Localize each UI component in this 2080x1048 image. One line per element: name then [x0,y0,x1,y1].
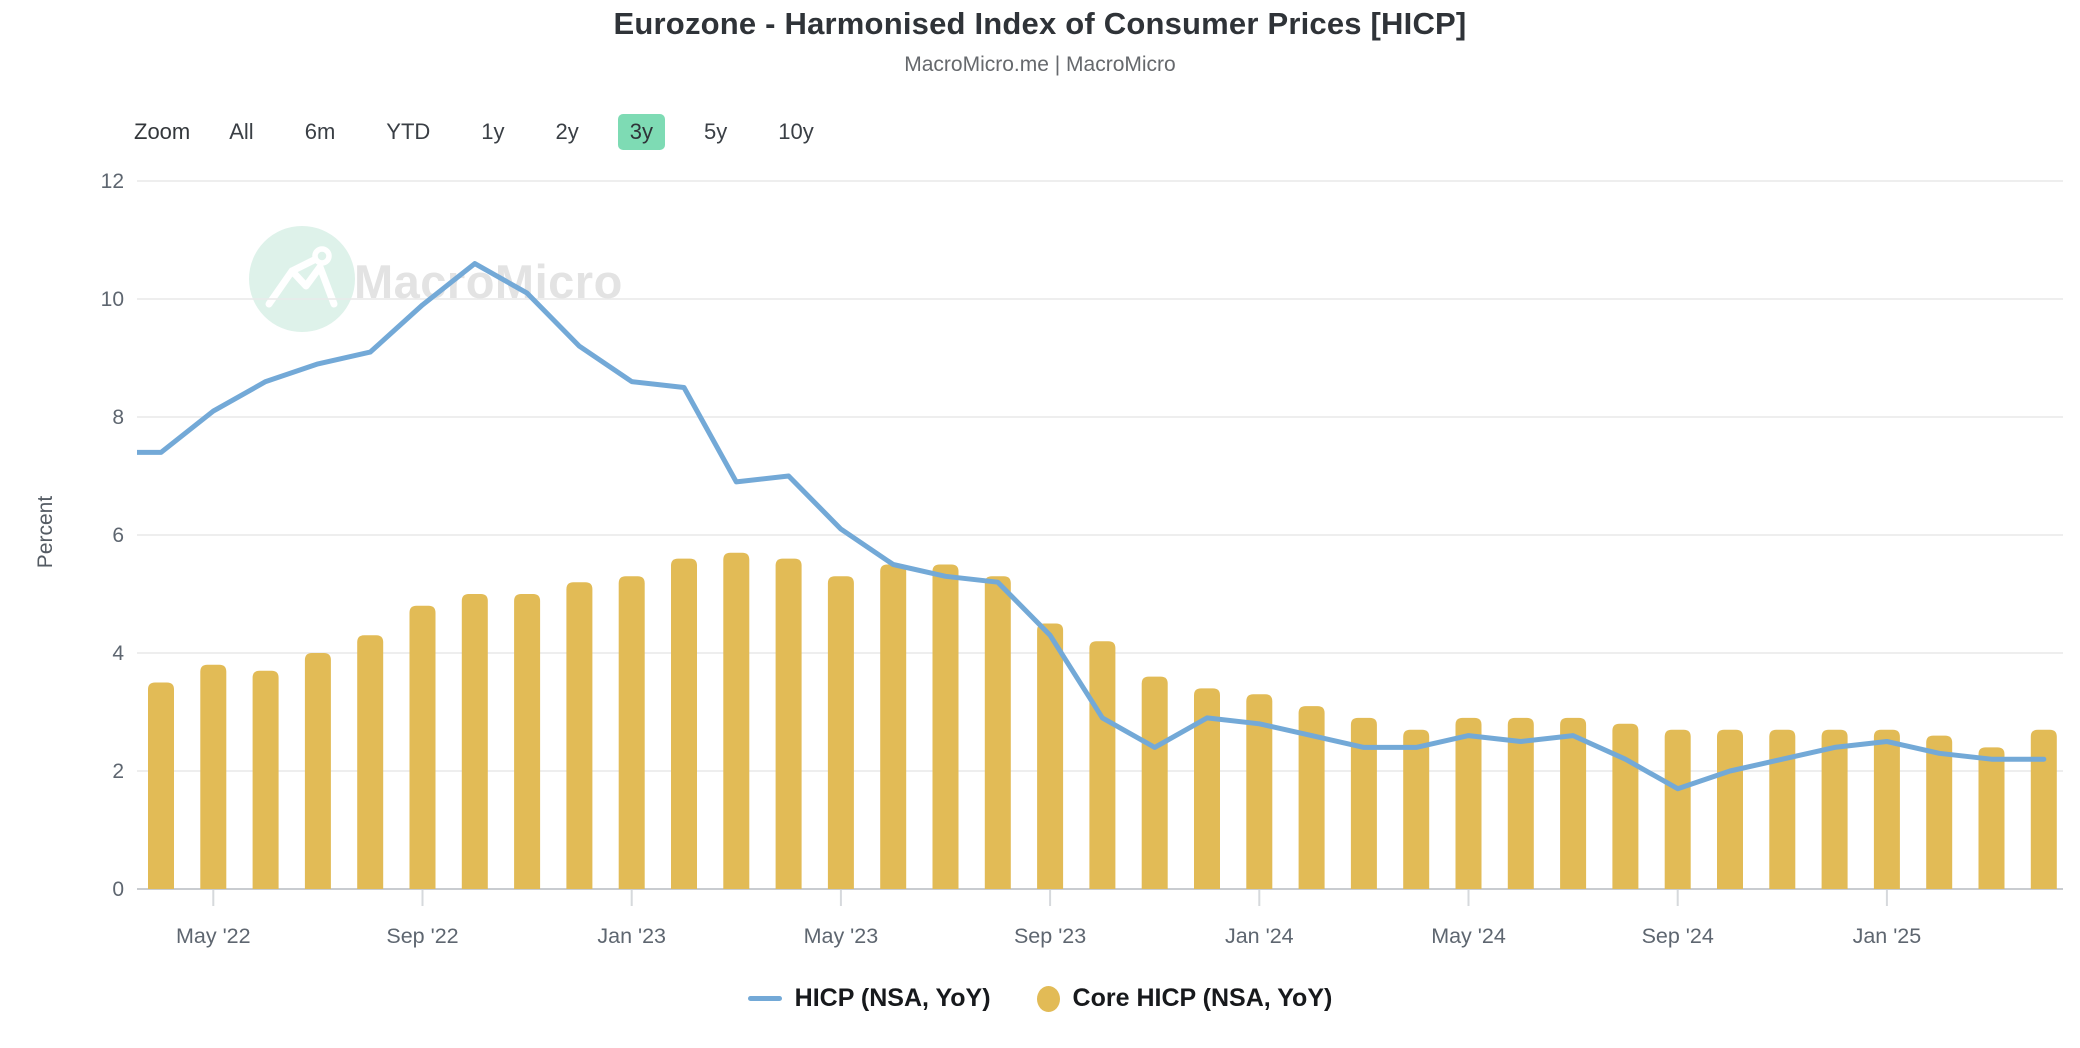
legend: HICP (NSA, YoY) Core HICP (NSA, YoY) [0,984,2080,1013]
bar[interactable] [514,594,541,889]
bar[interactable] [1298,706,1325,889]
x-tick-label: Jan '24 [1225,924,1294,948]
chart-title: Eurozone - Harmonised Index of Consumer … [613,6,1467,41]
chart-subtitle: MacroMicro.me | MacroMicro [904,53,1176,76]
bar[interactable] [1194,688,1220,889]
range-button-3y[interactable]: 3y [617,114,666,150]
bar[interactable] [932,564,959,890]
bar[interactable] [1141,676,1168,889]
bar[interactable] [1560,717,1587,889]
bar[interactable] [2030,729,2057,889]
range-button-1y[interactable]: 1y [481,119,505,144]
legend-label-hicp: HICP (NSA, YoY) [794,984,991,1012]
bar[interactable] [200,664,227,889]
bar[interactable] [1455,717,1482,889]
bar[interactable] [148,682,174,890]
legend-label-core-hicp: Core HICP (NSA, YoY) [1072,984,1333,1012]
bar[interactable] [304,653,331,889]
y-tick-label: 0 [112,878,124,901]
legend-item-core-hicp[interactable]: Core HICP (NSA, YoY) [1036,984,1333,1013]
y-tick-label: 8 [112,406,124,429]
bar[interactable] [880,564,907,890]
range-button-ytd[interactable]: YTD [386,119,431,144]
bar[interactable] [1873,729,1900,889]
y-tick-label: 10 [101,288,124,311]
x-tick-label: May '22 [176,924,251,948]
range-button-5y[interactable]: 5y [704,119,728,144]
bar[interactable] [1350,717,1377,889]
bar[interactable] [409,605,436,889]
core-hicp-bars[interactable] [148,552,2057,890]
y-tick-label: 2 [112,760,124,783]
y-axis-labels: 0 2 4 6 8 10 12 [101,170,125,901]
x-tick-label: Jan '25 [1853,924,1922,948]
bar[interactable] [1403,729,1430,889]
bar[interactable] [566,582,593,889]
bar[interactable] [775,558,802,889]
bar[interactable] [827,576,854,889]
bar[interactable] [1664,729,1691,889]
x-tick-label: Sep '23 [1014,924,1086,948]
line-series-marker [747,996,782,1001]
bar[interactable] [357,635,384,889]
bar[interactable] [1246,694,1273,889]
x-tick-label: May '23 [804,924,879,948]
bar[interactable] [1037,623,1064,890]
bar[interactable] [671,558,697,889]
bar[interactable] [1978,747,2005,889]
bar[interactable] [252,670,279,889]
hicp-line[interactable] [109,261,2047,792]
y-tick-label: 4 [112,642,124,665]
range-button-10y[interactable]: 10y [778,119,814,144]
logo-arrow [288,256,318,275]
logo-zigzag [265,263,338,308]
x-tick-label: Jan '23 [597,924,666,948]
range-button-all[interactable]: All [229,119,254,144]
bar-series-marker [1036,985,1060,1012]
bar[interactable] [461,594,488,889]
x-tick-label: Sep '22 [386,924,458,948]
x-tick-label: Sep '24 [1642,924,1714,948]
zoom-label: Zoom [134,119,191,144]
bar[interactable] [1717,729,1743,889]
range-button-2y[interactable]: 2y [555,119,579,144]
range-toolbar: Zoom All 6m YTD 1y 2y 3y 5y 10y [134,108,826,156]
bar[interactable] [1507,717,1534,889]
bar[interactable] [1769,729,1796,889]
y-tick-label: 6 [112,524,124,547]
bar[interactable] [723,552,750,889]
legend-item-hicp[interactable]: HICP (NSA, YoY) [747,984,991,1013]
x-tick-label: May '24 [1431,924,1506,948]
bar[interactable] [1612,723,1639,889]
bar[interactable] [618,576,645,889]
bar[interactable] [984,576,1011,889]
bar[interactable] [1821,729,1848,889]
bar[interactable] [1926,735,1953,889]
range-button-6m[interactable]: 6m [304,119,336,144]
x-axis-labels: May '22 Sep '22 Jan '23 May '23 Sep '23 Jan '… [176,890,1921,948]
logo-dot [312,246,332,266]
macromicro-logo-icon [249,226,355,332]
y-tick-label: 12 [101,170,124,193]
bar[interactable] [1089,641,1116,889]
